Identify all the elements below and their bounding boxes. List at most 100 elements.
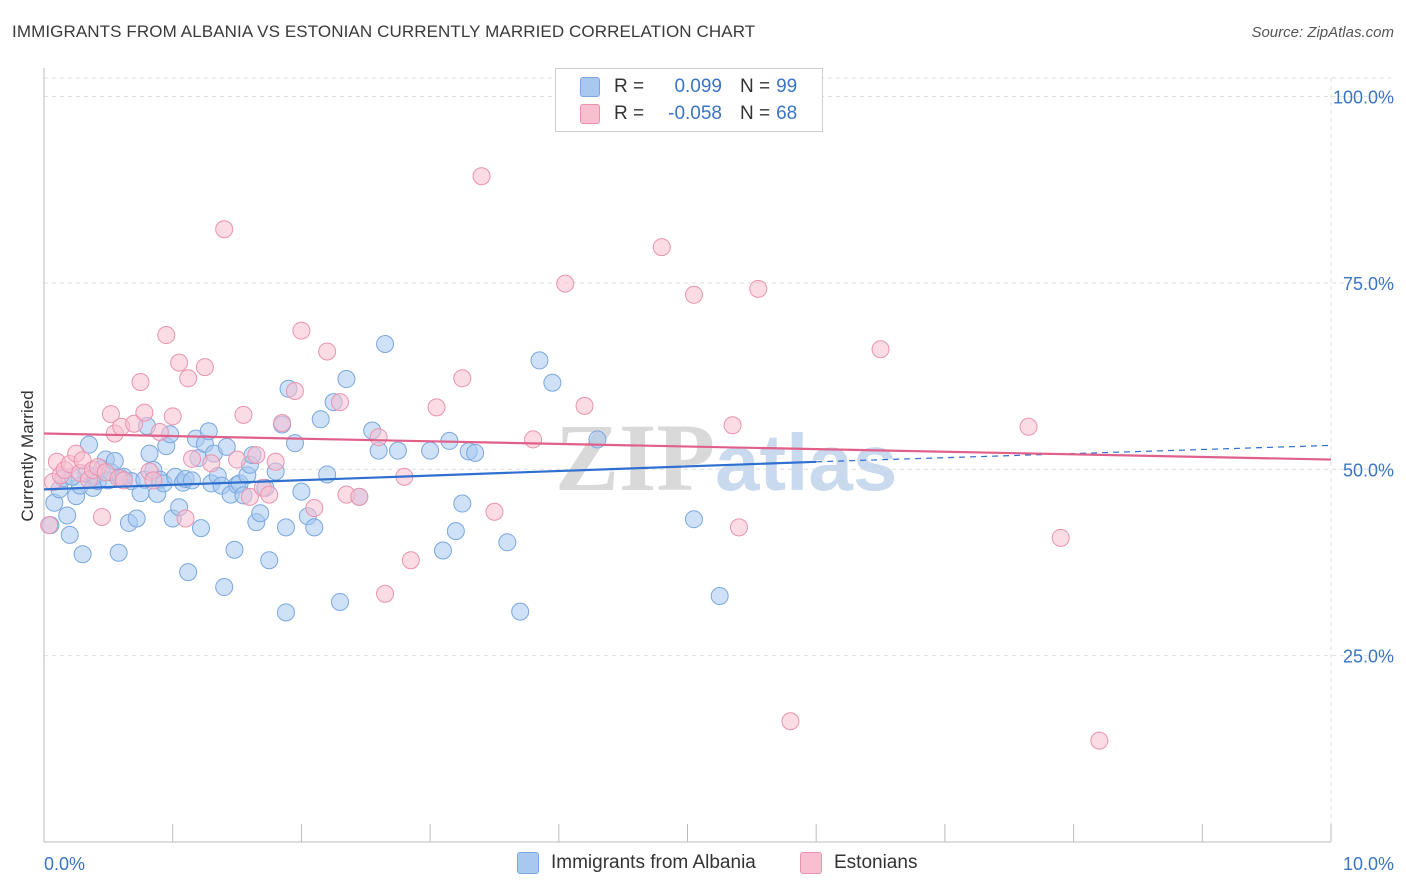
x-tick-label: 0.0% [44, 854, 85, 874]
albania-point [305, 518, 324, 537]
estonians-point [202, 454, 221, 473]
watermark-zip: ZIP [555, 404, 715, 511]
estonians-point [376, 584, 395, 603]
albania-point [285, 434, 304, 453]
estonians-point [453, 369, 472, 388]
estonians-point [135, 403, 154, 422]
albania-point [684, 510, 703, 529]
estonians-point [729, 518, 748, 537]
albania-point [276, 518, 295, 537]
albania-point [73, 545, 92, 564]
albania-point [543, 373, 562, 392]
albania-point [498, 533, 517, 552]
estonians-point [260, 485, 279, 504]
series-legend-label-albania: Immigrants from Albania [551, 852, 756, 873]
series-legend-swatch-estonians [800, 852, 822, 874]
estonians-point [195, 358, 214, 377]
series-legend: Immigrants from Albania Estonians [0, 852, 1406, 878]
estonians-point [427, 398, 446, 417]
estonians-point [871, 340, 890, 359]
y-tick-label: 100.0% [1333, 88, 1394, 108]
legend-n-label: N = [740, 76, 771, 97]
estonians-point [292, 321, 311, 340]
series-legend-swatch-albania [517, 852, 539, 874]
estonians-point [228, 450, 247, 469]
albania-point [199, 422, 218, 441]
estonians-point [652, 238, 671, 257]
albania-point [192, 519, 211, 538]
legend-n-value: 99 [776, 76, 798, 97]
chart-title: IMMIGRANTS FROM ALBANIA VS ESTONIAN CURR… [12, 22, 756, 41]
albania-point [140, 444, 159, 463]
albania-point [331, 592, 350, 611]
estonians-point [170, 353, 189, 372]
estonians-point [401, 551, 420, 570]
estonians-point [1019, 417, 1038, 436]
estonians-point [157, 326, 176, 345]
legend-r-label: R = [614, 103, 645, 124]
albania-point [260, 551, 279, 570]
legend-swatch-estonians [580, 104, 600, 124]
albania-point [388, 441, 407, 460]
y-tick-label: 25.0% [1343, 647, 1394, 667]
albania-point [376, 335, 395, 354]
estonians-point [556, 274, 575, 293]
source-label: Source: ZipAtlas.com [1251, 24, 1394, 41]
albania-point [511, 602, 530, 621]
albania-point [433, 541, 452, 560]
estonians-point [215, 220, 234, 239]
estonians-point [125, 414, 144, 433]
estonians-point [524, 430, 543, 449]
albania-point [60, 525, 79, 544]
estonians-point [92, 507, 111, 526]
albania-point [225, 540, 244, 559]
albania-trend-line [43, 460, 817, 491]
estonians-point [472, 167, 491, 186]
estonians-point [723, 416, 742, 435]
legend-r-label: R = [614, 76, 645, 97]
estonians-point [749, 279, 768, 298]
estonians-point [40, 516, 59, 535]
albania-point [710, 586, 729, 605]
estonians-trend-line [43, 432, 1332, 461]
albania-point [251, 504, 270, 523]
estonians-point [350, 487, 369, 506]
legend-swatch-albania [580, 77, 600, 97]
albania-point [217, 437, 236, 456]
albania-point [292, 482, 311, 501]
y-tick-label: 50.0% [1343, 460, 1394, 480]
estonians-point [781, 712, 800, 731]
albania-point [58, 506, 77, 525]
estonians-point [285, 381, 304, 400]
albania-point [337, 370, 356, 389]
estonians-point [1051, 528, 1070, 547]
albania-point [127, 509, 146, 528]
estonians-point [266, 452, 285, 471]
estonians-point [234, 405, 253, 424]
legend-row-estonians: R = -0.058 N = 68 [580, 102, 797, 126]
estonians-point [179, 369, 198, 388]
estonians-point [485, 502, 504, 521]
series-legend-item-albania[interactable]: Immigrants from Albania [517, 852, 756, 874]
estonians-point [247, 446, 266, 465]
estonians-point [150, 422, 169, 441]
estonians-point [305, 499, 324, 518]
estonians-point [163, 407, 182, 426]
legend-n-value: 68 [776, 103, 798, 124]
estonians-point [318, 342, 337, 361]
series-legend-item-estonians[interactable]: Estonians [800, 852, 917, 874]
estonians-point [131, 373, 150, 392]
estonians-point [273, 414, 292, 433]
albania-point [183, 471, 202, 490]
legend-n-label: N = [740, 103, 771, 124]
estonians-point [114, 471, 133, 490]
albania-point [311, 410, 330, 429]
estonians-point [575, 396, 594, 415]
legend-row-albania: R = 0.099 N = 99 [580, 75, 797, 99]
albania-point [446, 522, 465, 541]
x-tick-label: 10.0% [1343, 854, 1394, 874]
y-axis-label: Currently Married [18, 390, 37, 522]
albania-point [109, 543, 128, 562]
estonians-point [101, 405, 120, 424]
albania-point [530, 351, 549, 370]
